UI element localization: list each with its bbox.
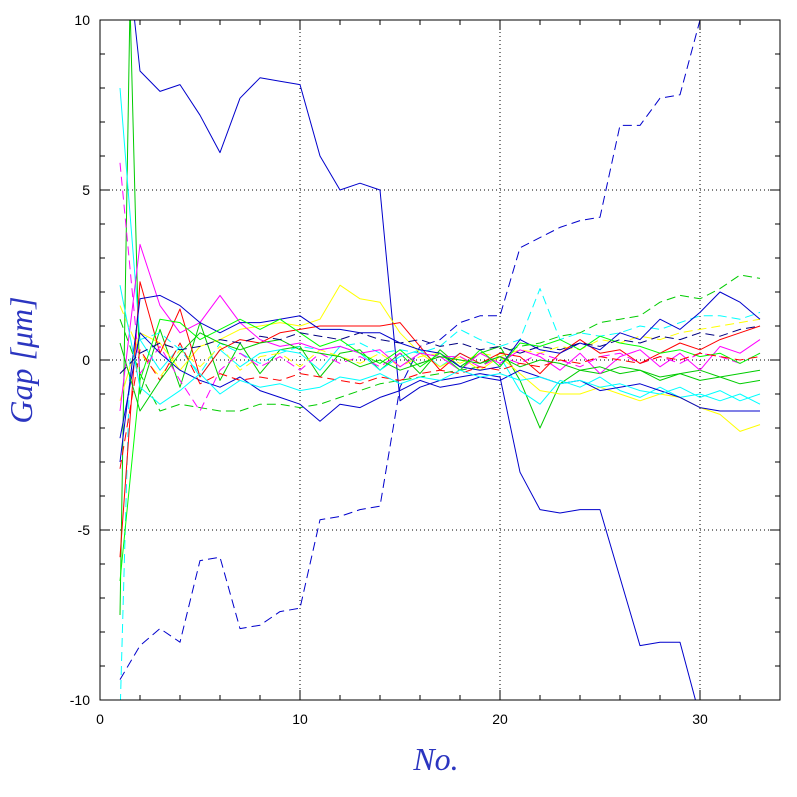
series-line-3 — [119, 20, 761, 616]
y-tick-label: 5 — [82, 182, 90, 198]
x-tick-label: 30 — [692, 711, 708, 727]
y-tick-label: -10 — [70, 692, 90, 708]
series-line-16 — [119, 285, 761, 405]
y-tick-label: 10 — [74, 12, 90, 28]
grid-lines — [100, 20, 780, 700]
series-line-15 — [119, 342, 761, 469]
series-line-13 — [119, 332, 760, 439]
x-axis-title: No. — [412, 741, 458, 777]
plot-frame — [99, 19, 781, 701]
series-line-18 — [119, 325, 761, 374]
y-axis-title: Gap [μm] — [3, 296, 39, 423]
y-tick-label: 0 — [82, 352, 90, 368]
series-line-17 — [119, 332, 761, 412]
y-tick-label: -5 — [78, 522, 91, 538]
series-layer — [119, 20, 761, 700]
x-tick-label: 0 — [96, 711, 104, 727]
series-line-7 — [119, 284, 761, 432]
x-tick-label: 20 — [492, 711, 508, 727]
axis-ticks — [99, 19, 781, 701]
series-line-1 — [134, 20, 696, 700]
series-line-14 — [119, 318, 761, 582]
tick-labels: 0 10 20 30 -10 -5 0 5 10 — [70, 12, 708, 727]
x-tick-label: 10 — [292, 711, 308, 727]
series-line-5 — [119, 288, 761, 700]
series-line-6 — [119, 274, 761, 412]
